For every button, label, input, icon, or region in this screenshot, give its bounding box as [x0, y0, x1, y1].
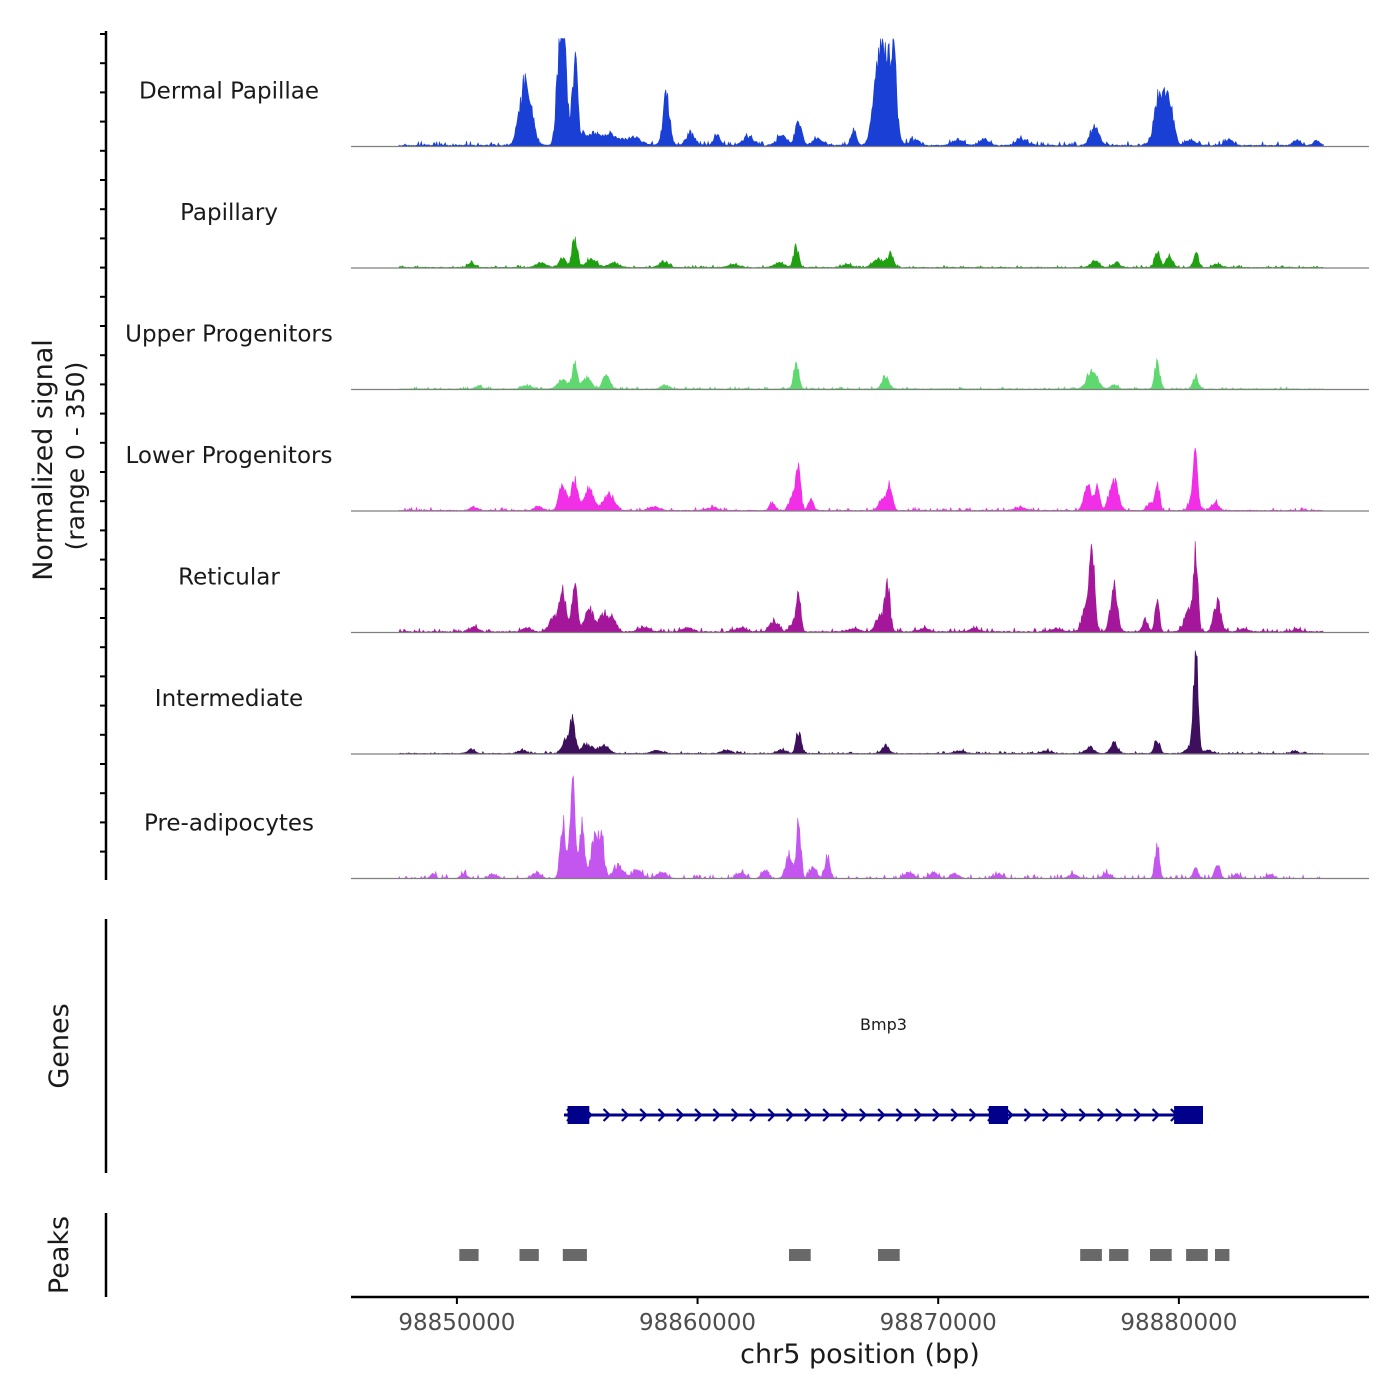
strand-chevron	[1005, 1108, 1014, 1122]
signal-area	[398, 357, 1324, 390]
strand-chevron	[950, 1108, 959, 1122]
peak-region	[1109, 1249, 1129, 1261]
exon	[988, 1106, 1009, 1124]
strand-chevron	[932, 1108, 941, 1122]
strand-chevron	[712, 1108, 721, 1122]
track-label: Reticular	[178, 565, 280, 591]
signal-area	[398, 38, 1324, 147]
peak-region	[878, 1249, 900, 1261]
signal-area	[398, 236, 1324, 269]
genes-panel-label: Genes	[44, 1003, 75, 1088]
strand-chevron	[1133, 1108, 1142, 1122]
x-tick-label: 98860000	[639, 1310, 756, 1336]
genes-track: Bmp3	[563, 1015, 1203, 1124]
track-dermal-papillae: Dermal Papillae	[139, 38, 1369, 148]
signal-area	[398, 541, 1324, 633]
peak-region	[459, 1249, 479, 1261]
track-reticular: Reticular	[178, 541, 1369, 634]
strand-chevron	[602, 1108, 612, 1122]
track-label: Pre-adipocytes	[144, 811, 314, 837]
strand-chevron	[1060, 1108, 1069, 1122]
strand-chevron	[639, 1108, 648, 1122]
peaks-panel-label: Peaks	[44, 1216, 75, 1294]
track-label: Papillary	[180, 200, 278, 226]
signal-area	[398, 775, 1324, 880]
peak-region	[1150, 1249, 1172, 1261]
peak-region	[562, 1249, 587, 1261]
signal-area	[398, 650, 1324, 755]
peak-region	[1080, 1249, 1102, 1261]
strand-chevron	[859, 1108, 868, 1122]
peak-region	[1215, 1249, 1230, 1261]
track-papillary: Papillary	[180, 200, 1369, 269]
strand-chevron	[1042, 1108, 1051, 1122]
track-upper-progenitors: Upper Progenitors	[125, 322, 1369, 391]
coverage-tracks: Dermal Papillae Papillary Upper Progenitor…	[125, 38, 1369, 880]
exon	[567, 1106, 590, 1124]
peak-region	[789, 1249, 811, 1261]
strand-chevron	[913, 1108, 923, 1122]
gene-bmp3: Bmp3	[563, 1015, 1203, 1124]
track-label: Lower Progenitors	[126, 443, 333, 469]
x-axis-title: chr5 position (bp)	[740, 1339, 980, 1370]
y-axis-range: (range 0 - 350)	[61, 362, 90, 551]
strand-chevron	[1151, 1108, 1161, 1122]
strand-chevron	[968, 1108, 978, 1122]
peak-region	[519, 1249, 539, 1261]
strand-chevron	[694, 1108, 703, 1122]
x-tick-label: 98850000	[398, 1310, 515, 1336]
strand-chevron	[1096, 1108, 1106, 1122]
track-label: Intermediate	[155, 686, 303, 712]
strand-chevron	[877, 1108, 886, 1122]
x-axis-ticks: 98850000 98860000 98870000 98880000	[398, 1297, 1237, 1336]
strand-chevron	[730, 1108, 740, 1122]
strand-chevron	[895, 1108, 904, 1122]
x-tick-label: 98870000	[880, 1310, 997, 1336]
coverage-y-ticks	[100, 33, 106, 853]
strand-chevron	[822, 1108, 831, 1122]
strand-chevron	[785, 1108, 795, 1122]
peaks-track	[459, 1249, 1230, 1261]
exon	[1174, 1106, 1203, 1124]
track-pre-adipocytes: Pre-adipocytes	[144, 775, 1369, 880]
track-label: Dermal Papillae	[139, 79, 319, 105]
track-intermediate: Intermediate	[155, 650, 1369, 755]
signal-area	[398, 447, 1324, 512]
strand-chevron	[840, 1108, 850, 1122]
y-axis-title: Normalized signal	[28, 339, 59, 581]
strand-chevron	[1115, 1108, 1124, 1122]
strand-chevron	[657, 1108, 667, 1122]
strand-chevron	[804, 1108, 813, 1122]
strand-chevron	[1023, 1108, 1033, 1122]
strand-chevron	[767, 1108, 776, 1122]
x-tick-label: 98880000	[1120, 1310, 1237, 1336]
strand-chevron	[1078, 1108, 1087, 1122]
strand-chevron	[749, 1108, 758, 1122]
strand-chevron	[621, 1108, 630, 1122]
peak-region	[1186, 1249, 1208, 1261]
gene-name: Bmp3	[860, 1015, 907, 1034]
strand-chevron	[676, 1108, 685, 1122]
track-lower-progenitors: Lower Progenitors	[126, 443, 1369, 512]
track-label: Upper Progenitors	[125, 322, 333, 348]
